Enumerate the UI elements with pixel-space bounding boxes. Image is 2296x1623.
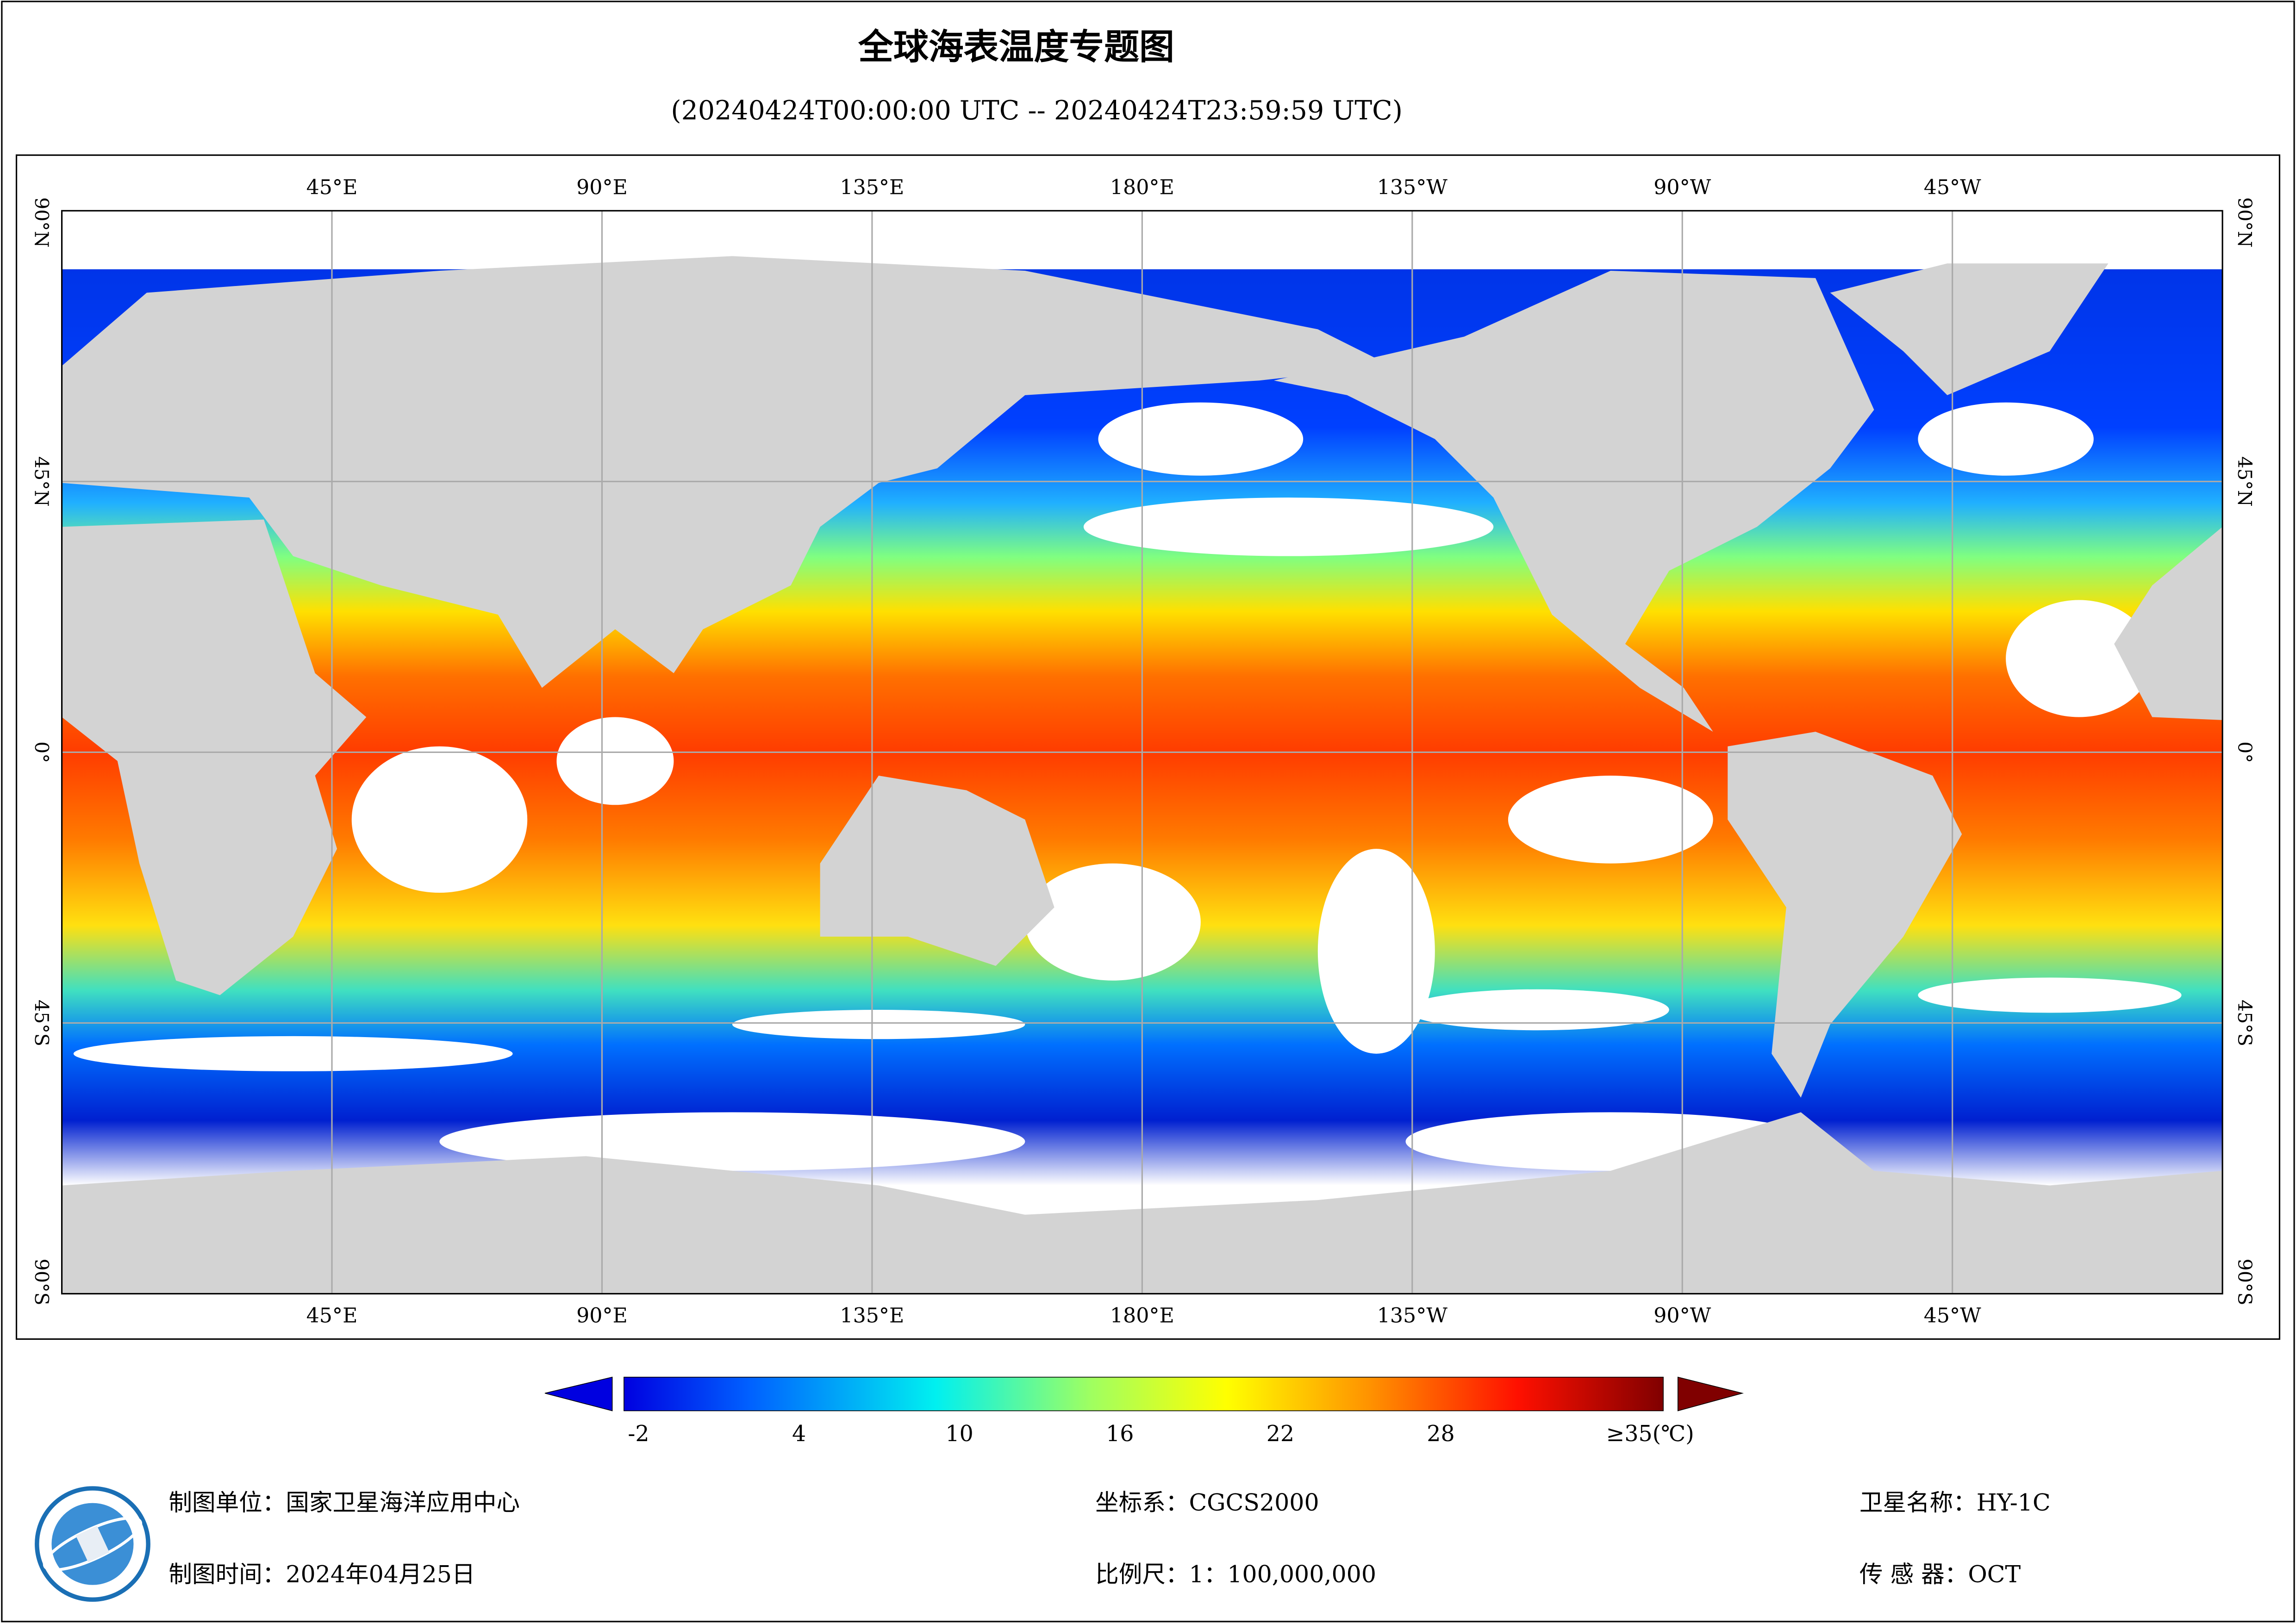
map [61,210,2223,1295]
lat-label-right: 45°N [2234,456,2256,507]
lat-label-left: 45°S [31,1000,53,1046]
footer-time: 制图时间：2024年04月25日 [168,1561,475,1588]
lon-label-bottom: 180°E [1110,1304,1174,1328]
footer-unit: 制图单位：国家卫星海洋应用中心 [168,1489,520,1516]
subtitle: (20240424T00:00:00 UTC -- 20240424T23:59… [671,95,1402,126]
lon-label-top: 45°W [1924,175,1981,199]
lon-label-bottom: 90°W [1653,1304,1711,1328]
lon-label-top: 90°E [576,175,628,199]
lon-label-top: 135°E [840,175,904,199]
colorbar-max-arrow [1677,1376,1744,1412]
lon-label-top: 45°E [306,175,358,199]
lat-label-right: 90°N [2234,197,2256,248]
footer-crs: 坐标系：CGCS2000 [1095,1489,1319,1516]
lat-label-right: 0° [2234,741,2256,763]
map-frame [15,154,2281,1340]
colorbar-tick-label: 16 [1106,1421,1134,1447]
lat-label-right: 45°S [2234,1000,2256,1046]
colorbar-ramp [624,1376,1664,1412]
lon-label-top: 90°W [1653,175,1711,199]
colorbar-max-label: ≥35(℃) [1606,1421,1694,1447]
lat-label-left: 90°S [31,1259,53,1306]
graticule [62,211,2223,1294]
footer-satellite: 卫星名称：HY-1C [1859,1489,2051,1516]
lat-label-left: 0° [31,741,53,763]
lon-label-bottom: 45°W [1924,1304,1981,1328]
title: 全球海表温度专题图 [858,26,1174,68]
footer-sensor: 传 感 器：OCT [1859,1561,2021,1588]
colorbar: -2 4 10 16 22 28 ≥35(℃) [544,1376,1744,1447]
lon-label-bottom: 45°E [306,1304,358,1328]
lon-label-bottom: 135°E [840,1304,904,1328]
lon-label-bottom: 135°W [1377,1304,1448,1328]
logo [35,1486,150,1602]
footer-scale: 比例尺：1：100,000,000 [1095,1561,1376,1588]
lat-label-left: 45°N [31,456,53,507]
colorbar-tick-label: -2 [628,1421,649,1447]
lon-label-top: 135°W [1377,175,1448,199]
colorbar-tick-label: 10 [946,1421,973,1447]
lat-label-right: 90°S [2234,1259,2256,1306]
colorbar-tick-label: 28 [1427,1421,1454,1447]
colorbar-min-arrow [544,1376,613,1412]
map-border [61,210,2223,1295]
lon-label-top: 180°E [1110,175,1174,199]
lat-label-left: 90°N [31,197,53,248]
colorbar-tick-label: 4 [792,1421,806,1447]
colorbar-tick-label: 22 [1267,1421,1294,1447]
lon-label-bottom: 90°E [576,1304,628,1328]
